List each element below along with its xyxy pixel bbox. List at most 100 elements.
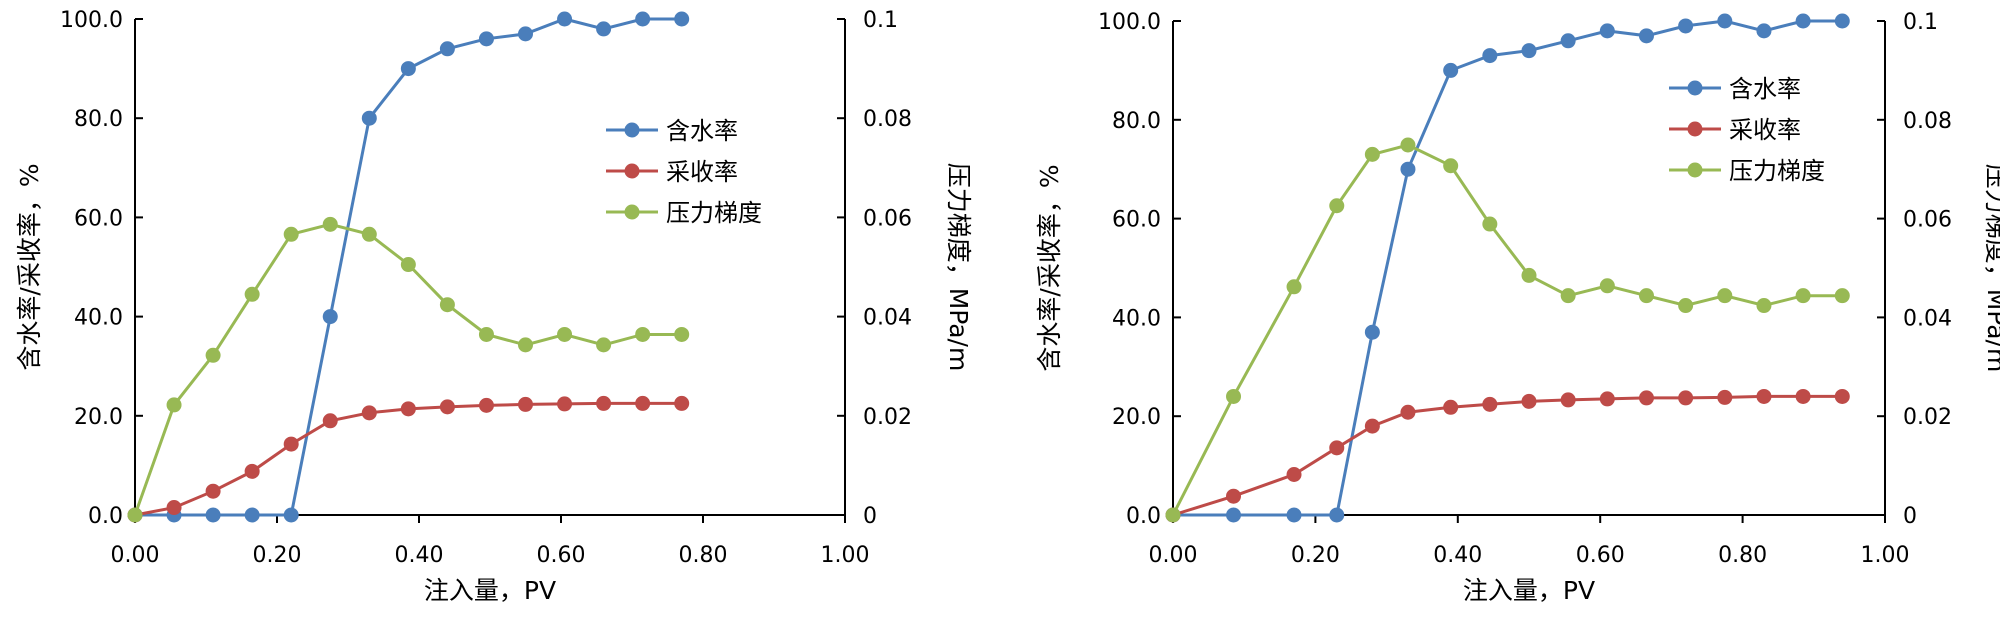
data-point <box>166 500 182 516</box>
data-point <box>1286 279 1302 295</box>
y-axis-title: 含水率/采收率，% <box>15 163 44 370</box>
data-point <box>1560 288 1576 304</box>
data-point <box>478 326 494 342</box>
y-tick-label: 80.0 <box>74 107 123 132</box>
legend-label: 采收率 <box>666 158 738 186</box>
data-point <box>1165 507 1181 523</box>
x-axis-title: 注入量，PV <box>424 576 556 605</box>
data-point <box>1638 390 1654 406</box>
y2-axis-title: 压力梯度，MPa/m <box>944 163 973 372</box>
y-tick-label: 100.0 <box>60 8 123 33</box>
x-tick-label: 0.00 <box>111 543 160 568</box>
data-point <box>1364 418 1380 434</box>
x-tick-label: 0.40 <box>395 543 444 568</box>
y2-tick-label: 0.06 <box>863 206 912 231</box>
data-point <box>1678 390 1694 406</box>
data-point <box>1364 146 1380 162</box>
data-point <box>1329 440 1345 456</box>
data-point <box>1834 288 1850 304</box>
data-point <box>1795 388 1811 404</box>
data-point <box>1482 396 1498 412</box>
x-tick-label: 0.60 <box>1576 543 1625 568</box>
data-point <box>1482 216 1498 232</box>
legend-label: 采收率 <box>1729 116 1801 144</box>
x-tick-label: 0.60 <box>537 543 586 568</box>
data-point <box>322 216 338 232</box>
legend-swatch-marker <box>624 163 640 179</box>
data-point <box>596 337 612 353</box>
legend-label: 含水率 <box>1729 75 1801 103</box>
data-point <box>1286 466 1302 482</box>
data-point <box>1364 324 1380 340</box>
data-point <box>1756 388 1772 404</box>
data-point <box>400 401 416 417</box>
data-point <box>557 396 573 412</box>
data-point <box>1834 13 1850 29</box>
data-point <box>322 309 338 325</box>
data-point <box>596 395 612 411</box>
data-point <box>518 26 533 42</box>
data-point <box>1599 23 1615 39</box>
series-line-1 <box>134 401 682 517</box>
data-point <box>439 399 455 415</box>
series-line-1 <box>1172 394 1843 517</box>
data-point <box>1400 161 1416 177</box>
data-point <box>1443 399 1459 415</box>
x-tick-label: 0.40 <box>1433 543 1482 568</box>
x-tick-label: 0.20 <box>253 543 302 568</box>
data-point <box>1717 389 1733 405</box>
x-tick-label: 0.20 <box>1291 543 1340 568</box>
data-point <box>674 11 690 27</box>
x-tick-label: 1.00 <box>1861 543 1910 568</box>
y-tick-label: 100.0 <box>1098 10 1161 35</box>
data-point <box>1717 288 1733 304</box>
data-point <box>1599 391 1615 407</box>
y-tick-label: 20.0 <box>74 405 123 430</box>
y-tick-label: 80.0 <box>1112 109 1161 134</box>
data-point <box>1482 48 1498 64</box>
y-tick-label: 40.0 <box>1112 306 1161 331</box>
y2-tick-label: 0.08 <box>863 107 912 132</box>
data-point <box>166 397 182 413</box>
data-point <box>127 507 143 523</box>
x-tick-label: 0.80 <box>1718 543 1767 568</box>
data-point <box>674 326 690 342</box>
legend-swatch-marker <box>1687 121 1703 137</box>
legend-swatch-marker <box>1687 162 1703 178</box>
y2-tick-label: 0.08 <box>1903 109 1952 134</box>
data-point <box>1400 404 1416 420</box>
data-point <box>244 507 260 523</box>
legend-label: 压力梯度 <box>666 199 762 227</box>
data-point <box>1521 267 1537 283</box>
data-point <box>518 337 533 353</box>
data-point <box>1226 488 1242 504</box>
data-point <box>1329 198 1345 214</box>
data-point <box>361 110 377 126</box>
data-point <box>283 507 299 523</box>
data-point <box>1717 13 1733 29</box>
data-point <box>1443 62 1459 78</box>
x-tick-label: 0.00 <box>1149 543 1198 568</box>
y2-tick-label: 0.04 <box>863 306 912 331</box>
x-axis-title: 注入量，PV <box>1463 576 1595 605</box>
data-point <box>635 11 651 27</box>
y-tick-label: 0.0 <box>88 504 123 529</box>
data-point <box>1678 298 1694 314</box>
data-point <box>205 507 221 523</box>
data-point <box>1678 18 1694 34</box>
y2-axis-title: 压力梯度，MPa/m <box>1982 164 2000 373</box>
y2-tick-label: 0.06 <box>1903 208 1952 233</box>
data-point <box>283 226 299 242</box>
data-point <box>244 463 260 479</box>
y2-tick-label: 0.04 <box>1903 306 1952 331</box>
data-point <box>557 326 573 342</box>
data-point <box>478 397 494 413</box>
data-point <box>1795 13 1811 29</box>
x-tick-label: 0.80 <box>679 543 728 568</box>
y-tick-label: 40.0 <box>74 306 123 331</box>
y2-tick-label: 0.02 <box>863 405 912 430</box>
data-point <box>1226 507 1242 523</box>
data-point <box>1834 388 1850 404</box>
data-point <box>1795 288 1811 304</box>
y2-tick-label: 0.1 <box>1903 10 1938 35</box>
